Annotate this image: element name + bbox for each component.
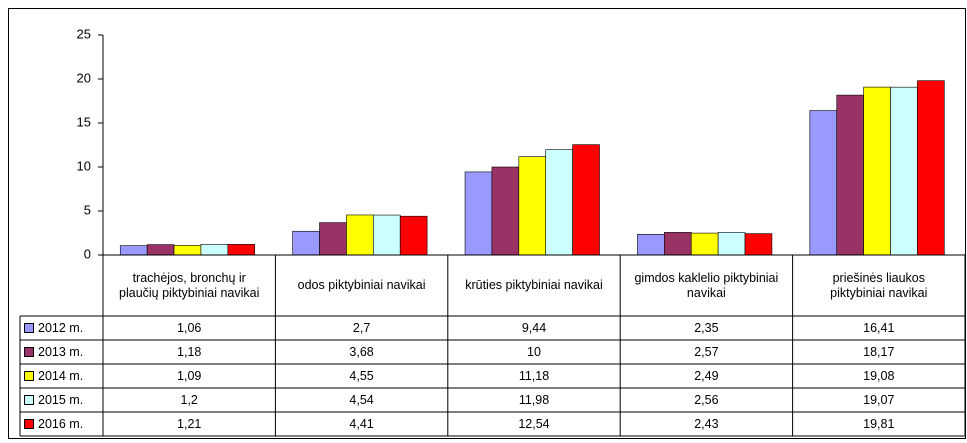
y-tick-label: 25 <box>77 26 91 41</box>
legend-key <box>24 323 34 333</box>
bar <box>227 244 256 256</box>
category-label: odos piktybiniai navikai <box>297 278 426 292</box>
category-label: krūties piktybiniai navikai <box>465 278 603 292</box>
bar <box>292 230 320 256</box>
bar <box>863 86 891 256</box>
table-value: 2,56 <box>694 392 719 407</box>
category-label: priešinės liaukos piktybiniai navikai <box>830 270 928 300</box>
table-value: 1,06 <box>177 320 202 335</box>
bar <box>200 244 229 256</box>
chart-border <box>8 8 966 439</box>
bar <box>399 215 428 256</box>
bar <box>491 166 520 256</box>
bar <box>518 156 547 256</box>
bar <box>346 214 374 256</box>
table-value: 1,09 <box>177 368 202 383</box>
table-value: 18,17 <box>863 344 895 359</box>
y-tick-label: 10 <box>77 158 91 173</box>
bar <box>664 232 692 256</box>
legend-entry: 2015 m. <box>20 388 103 412</box>
legend-key <box>24 419 34 429</box>
legend-entry: 2012 m. <box>20 316 103 340</box>
table-value: 3,68 <box>349 344 374 359</box>
table-value: 19,08 <box>863 368 895 383</box>
bar <box>690 232 719 256</box>
table-value: 9,44 <box>521 320 547 335</box>
table-value: 2,7 <box>352 320 371 335</box>
legend-entry: 2014 m. <box>20 364 103 388</box>
bar <box>744 233 773 256</box>
table-value: 4,41 <box>349 416 374 431</box>
bar <box>319 222 347 256</box>
y-tick-label: 20 <box>77 70 91 85</box>
table-value: 2,43 <box>694 416 719 431</box>
table-value: 10 <box>527 344 541 359</box>
category-label: gimdos kaklelio piktybiniai navikai <box>634 270 779 300</box>
table-value: 1,2 <box>180 392 198 407</box>
legend-key <box>24 395 34 405</box>
legend-key <box>24 371 34 381</box>
legend-label: 2015 m. <box>38 393 84 407</box>
table-value: 4,54 <box>349 392 374 407</box>
table-value: 19,81 <box>863 416 895 431</box>
table-value: 19,07 <box>863 392 895 407</box>
legend-entry: 2016 m. <box>20 412 103 436</box>
bar <box>464 171 493 256</box>
bar <box>836 94 864 256</box>
legend-label: 2013 m. <box>38 345 84 359</box>
bar <box>173 245 202 256</box>
legend-label: 2016 m. <box>38 417 84 431</box>
bar <box>119 245 148 256</box>
bar <box>809 110 838 256</box>
bar <box>917 80 945 256</box>
table-value: 16,41 <box>863 320 895 335</box>
y-tick-label: 0 <box>84 246 91 261</box>
bar <box>545 149 573 256</box>
legend-entry: 2013 m. <box>20 340 103 364</box>
legend-label: 2014 m. <box>38 369 84 383</box>
legend-label: 2012 m. <box>38 321 84 335</box>
table-value: 1,21 <box>177 416 202 431</box>
table-value: 2,35 <box>694 320 719 335</box>
category-label: trachėjos, bronchų ir plaučių piktybinia… <box>119 270 260 300</box>
bar <box>890 86 918 256</box>
table-value: 4,55 <box>349 368 374 383</box>
table-value: 2,49 <box>694 368 719 383</box>
bar <box>572 144 600 256</box>
bar <box>637 234 665 256</box>
y-tick-label: 15 <box>77 114 91 129</box>
bar <box>717 232 746 256</box>
table-value: 1,18 <box>177 344 202 359</box>
table-value: 11,98 <box>518 392 550 407</box>
y-tick-label: 5 <box>84 202 91 217</box>
table-value: 2,57 <box>694 344 719 359</box>
bar <box>373 214 401 256</box>
table-value: 11,18 <box>518 368 550 383</box>
legend-key <box>24 347 34 357</box>
bar <box>146 244 175 256</box>
table-value: 12,54 <box>518 416 550 431</box>
